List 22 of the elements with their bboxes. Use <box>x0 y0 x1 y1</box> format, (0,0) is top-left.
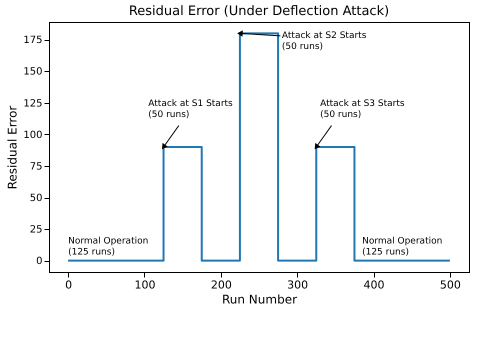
y-tick-label: 0 <box>36 256 42 268</box>
annotation: Normal Operation (125 runs) <box>362 236 442 258</box>
x-tick-label: 500 <box>440 278 461 292</box>
y-tick-label: 175 <box>23 35 42 46</box>
y-tick-label: 100 <box>23 130 42 141</box>
annotation: Attack at S1 Starts (50 runs) <box>148 99 234 120</box>
x-tick-label: 100 <box>134 278 156 292</box>
y-tick-label: 75 <box>30 161 42 172</box>
y-axis-title: Residual Error <box>5 106 20 190</box>
y-tick-label: 150 <box>23 66 42 78</box>
annotation: Attack at S2 Starts (50 runs) <box>282 30 367 52</box>
x-tick-label: 0 <box>65 278 72 292</box>
annotation: Normal Operation (125 runs) <box>68 236 148 258</box>
chart-title: Residual Error (Under Deflection Attack) <box>128 4 390 19</box>
y-tick-label: 50 <box>30 193 42 204</box>
y-tick-label: 125 <box>23 98 42 110</box>
x-tick-label: 400 <box>364 278 385 292</box>
y-tick-label: 25 <box>30 224 42 236</box>
x-tick-label: 200 <box>210 278 232 292</box>
x-tick-label: 300 <box>287 278 308 292</box>
annotation: Attack at S3 Starts (50 runs) <box>320 99 405 120</box>
x-axis-title: Run Number <box>222 292 298 306</box>
